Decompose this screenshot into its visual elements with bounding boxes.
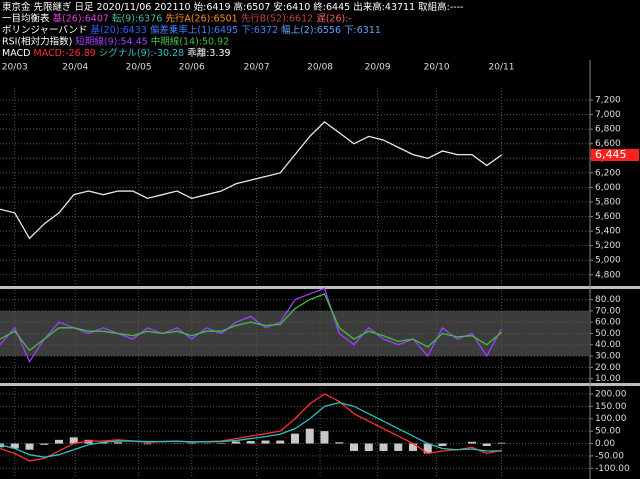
header-line: MACD MACD:-26.89 シグナル(9):-30.28 乖離:3.39 (2, 47, 231, 59)
y-tick-label: 5,400 (595, 227, 621, 237)
histogram-bar (482, 443, 491, 447)
header-item: MACD (2, 48, 30, 59)
y-tick-label: 4,800 (595, 270, 621, 280)
header-item: 中期線(14):50.92 (148, 35, 229, 47)
histogram-bar (261, 440, 270, 444)
histogram-bar (423, 443, 432, 454)
header-item: 先行A(26):6501 (162, 12, 237, 24)
header-item: ボリンジャーバンド (2, 25, 87, 36)
x-tick-label: 20/03 (2, 63, 28, 73)
x-tick-label: 20/05 (126, 63, 152, 73)
header-item: MACD:-26.89 (30, 48, 95, 59)
y-tick-label: 60.00 (595, 318, 621, 328)
histogram-bar (409, 443, 417, 451)
series-line (0, 287, 503, 364)
y-tick-label: 5,600 (595, 212, 621, 222)
x-tick-label: 20/09 (365, 63, 391, 73)
header-line: 東京金 先限継ぎ 日足 2020/11/06 202110 始:6419 高:6… (2, 1, 464, 13)
y-tick-label: 6,600 (595, 139, 621, 149)
histogram-bar (379, 443, 388, 451)
header-line: RSI(相対力指数) 短期線(9):54.45 中期線(14):50.92 (2, 35, 229, 47)
histogram-bar (232, 441, 240, 444)
y-tick-label: -50.00 (595, 451, 624, 461)
header-item: 下:6372 (238, 25, 278, 36)
x-tick-label: 20/10 (424, 63, 450, 73)
histogram-bar (320, 431, 329, 444)
histogram-bar (246, 441, 255, 444)
header-item: 下:6311 (341, 25, 381, 36)
histogram-bar (69, 437, 78, 444)
histogram-bar (40, 443, 49, 445)
header-item: 偏差乗率上(1):6495 (147, 24, 238, 36)
histogram-bar (10, 443, 19, 449)
histogram-bar (394, 443, 403, 451)
header-item: 先行B(52):6612 (238, 12, 313, 24)
y-tick-label: 80.00 (595, 295, 621, 305)
histogram-bar (305, 428, 314, 444)
header-item: 転(9):6376 (109, 13, 162, 24)
price-tag (591, 149, 639, 162)
y-tick-label: 30.00 (595, 352, 621, 362)
y-tick-label: -100.00 (595, 464, 630, 474)
series-line (0, 293, 502, 352)
y-tick-label: 5,000 (595, 256, 621, 266)
histogram-bar (25, 443, 34, 450)
y-tick-label: 5,800 (595, 197, 621, 207)
y-tick-label: 50.00 (595, 329, 621, 339)
series-line (0, 401, 502, 458)
y-tick-label: 7,000 (595, 110, 621, 120)
y-tick-label: 6,000 (595, 183, 621, 193)
y-tick-label: 0.00 (595, 439, 615, 449)
x-tick-label: 20/11 (489, 63, 515, 73)
histogram-bar (364, 443, 373, 451)
histogram-bar (438, 443, 447, 447)
price-tag-label: 6,445 (595, 148, 627, 161)
histogram-bar (143, 443, 152, 445)
header-item: 遅(26):- (313, 13, 352, 24)
y-tick-label: 40.00 (595, 340, 621, 350)
histogram-bar (350, 443, 358, 451)
header-item: 一目均衡表 (2, 12, 50, 24)
header-line: 一目均衡表 基(26):6407 転(9):6376 先行A(26):6501 … (2, 12, 352, 24)
histogram-bar (114, 442, 122, 444)
histogram-bar (497, 442, 506, 444)
histogram-bar (468, 441, 476, 444)
header-item: 基(20):6433 (87, 24, 146, 36)
header-item: シグナル(9):-30.28 (96, 47, 184, 59)
x-tick-label: 20/08 (307, 63, 333, 73)
y-tick-label: 10.00 (595, 374, 621, 384)
series-line (0, 121, 502, 240)
y-tick-label: 6,800 (595, 125, 621, 135)
y-tick-label: 200.00 (595, 389, 627, 399)
header-item: 基(26):6407 (50, 12, 109, 24)
histogram-bar (335, 442, 344, 444)
panel-divider (0, 383, 640, 386)
header-item: RSI(相対力指数) (2, 35, 72, 47)
y-tick-label: 7,200 (595, 96, 621, 106)
histogram-bar (55, 439, 63, 444)
header-line: ボリンジャーバンド 基(20):6433 偏差乗率上(1):6495 下:637… (2, 24, 381, 36)
panel-divider (0, 286, 640, 289)
y-tick-label: 150.00 (595, 402, 627, 412)
x-tick-label: 20/07 (244, 63, 270, 73)
series-line (0, 393, 502, 462)
histogram-bar (291, 433, 299, 444)
header-item: 東京金 先限継ぎ 日足 2020/11/06 202110 始:6419 高:6… (2, 1, 464, 13)
y-tick-label: 50.00 (595, 427, 621, 437)
y-tick-label: 5,200 (595, 241, 621, 251)
x-tick-label: 20/04 (62, 63, 88, 73)
x-tick-label: 20/06 (179, 63, 205, 73)
header-item: 幅上(2):6556 (278, 24, 341, 36)
header-item: 短期線(9):54.45 (72, 35, 147, 47)
histogram-bar (276, 440, 285, 444)
y-tick-label: 6,200 (595, 168, 621, 178)
y-tick-label: 70.00 (595, 306, 621, 316)
header-item: 乖離:3.39 (184, 47, 230, 59)
y-tick-label: 20.00 (595, 363, 621, 373)
y-tick-label: 100.00 (595, 414, 627, 424)
